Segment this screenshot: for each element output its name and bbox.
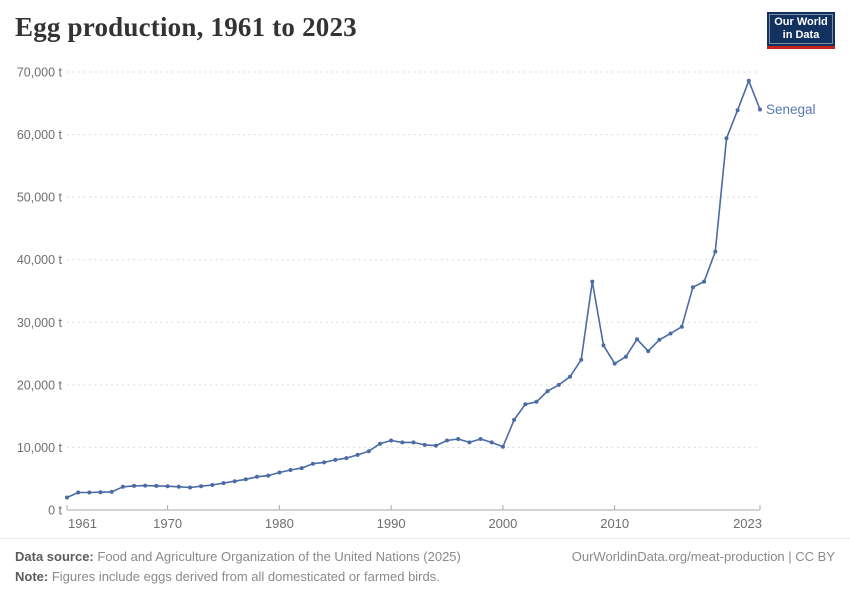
data-point[interactable] <box>411 440 416 445</box>
data-point[interactable] <box>154 483 159 488</box>
x-tick-label: 2010 <box>600 516 629 531</box>
data-point[interactable] <box>512 417 517 422</box>
data-point[interactable] <box>668 331 673 336</box>
data-point[interactable] <box>568 374 572 379</box>
data-point[interactable] <box>679 324 684 329</box>
data-point[interactable] <box>378 441 382 446</box>
data-point[interactable] <box>355 452 360 457</box>
y-tick-label: 20,000 t <box>17 378 63 392</box>
owid-logo-text: Our World in Data <box>769 14 833 44</box>
y-tick-label: 0 t <box>48 504 62 518</box>
data-point[interactable] <box>579 357 584 362</box>
owid-logo-line2: in Data <box>782 29 820 41</box>
y-tick-label: 10,000 t <box>17 441 63 455</box>
data-point[interactable] <box>165 484 170 489</box>
data-point[interactable] <box>210 483 215 487</box>
data-point[interactable] <box>724 136 729 141</box>
data-point[interactable] <box>232 479 237 484</box>
data-point[interactable] <box>266 473 271 478</box>
data-point[interactable] <box>534 399 539 404</box>
data-point[interactable] <box>366 449 371 454</box>
data-source-value: Food and Agriculture Organization of the… <box>97 549 461 564</box>
data-point[interactable] <box>310 461 315 466</box>
data-point[interactable] <box>556 382 561 387</box>
data-point[interactable] <box>422 442 427 447</box>
data-point[interactable] <box>143 483 148 488</box>
data-point[interactable] <box>500 444 505 449</box>
data-point[interactable] <box>389 438 394 443</box>
x-tick-label: 1961 <box>68 516 97 531</box>
data-point[interactable] <box>322 460 327 465</box>
data-point[interactable] <box>478 437 483 441</box>
data-point[interactable] <box>87 490 92 495</box>
data-point[interactable] <box>344 456 349 461</box>
data-point[interactable] <box>221 481 226 486</box>
data-point[interactable] <box>746 78 751 83</box>
data-point[interactable] <box>243 477 248 482</box>
data-source-label: Data source: <box>15 549 94 564</box>
data-point[interactable] <box>277 470 282 475</box>
y-tick-label: 60,000 t <box>17 128 63 142</box>
page-title: Egg production, 1961 to 2023 <box>15 12 357 42</box>
y-tick-label: 30,000 t <box>17 316 63 330</box>
data-point[interactable] <box>735 108 740 113</box>
x-tick-label: 2023 <box>733 516 762 531</box>
data-point[interactable] <box>333 457 338 462</box>
note-value: Figures include eggs derived from all do… <box>51 569 440 584</box>
data-point[interactable] <box>98 490 103 495</box>
data-point[interactable] <box>646 349 651 354</box>
chart-footer: Data source: Food and Agriculture Organi… <box>0 538 850 600</box>
data-point[interactable] <box>758 107 762 112</box>
note-text: Note: Figures include eggs derived from … <box>15 569 835 584</box>
data-point[interactable] <box>523 402 528 407</box>
data-point[interactable] <box>456 437 461 441</box>
x-tick-label: 1980 <box>265 516 294 531</box>
owid-logo-line1: Our World <box>774 16 828 28</box>
owid-logo[interactable]: Our World in Data <box>767 12 835 49</box>
entity-label[interactable]: Senegal <box>766 102 816 117</box>
data-point[interactable] <box>690 285 695 290</box>
data-source-text: Data source: Food and Agriculture Organi… <box>15 549 461 564</box>
data-point[interactable] <box>601 343 606 348</box>
data-point[interactable] <box>188 485 192 490</box>
data-point[interactable] <box>545 389 550 394</box>
data-point[interactable] <box>657 337 662 342</box>
data-point[interactable] <box>590 279 595 284</box>
data-point[interactable] <box>702 279 707 284</box>
x-tick-label: 1990 <box>377 516 406 531</box>
data-point[interactable] <box>433 443 438 448</box>
data-point[interactable] <box>109 489 114 494</box>
series-line[interactable] <box>66 80 761 499</box>
data-point[interactable] <box>65 495 69 500</box>
x-tick-label: 2000 <box>488 516 517 531</box>
data-point[interactable] <box>612 361 617 366</box>
data-point[interactable] <box>445 438 449 443</box>
data-point[interactable] <box>199 484 204 489</box>
data-point[interactable] <box>288 468 293 472</box>
data-point[interactable] <box>467 440 472 445</box>
x-tick-label: 1970 <box>153 516 182 531</box>
data-point[interactable] <box>76 490 81 495</box>
y-tick-label: 70,000 t <box>17 66 63 80</box>
data-point[interactable] <box>635 337 639 342</box>
data-point[interactable] <box>623 354 628 359</box>
data-point[interactable] <box>489 440 494 445</box>
data-point[interactable] <box>120 484 125 489</box>
data-point[interactable] <box>176 484 181 489</box>
y-tick-label: 50,000 t <box>17 191 63 205</box>
y-tick-label: 40,000 t <box>17 253 63 267</box>
data-point[interactable] <box>713 249 718 254</box>
note-label: Note: <box>15 569 49 584</box>
attribution-link[interactable]: OurWorldinData.org/meat-production | CC … <box>571 549 835 564</box>
line-chart: 0 t 10,000 t 20,000 t 30,000 t 40,000 t 50,00… <box>17 66 816 532</box>
data-point[interactable] <box>400 440 405 445</box>
data-point[interactable] <box>255 474 259 479</box>
data-point[interactable] <box>132 483 137 488</box>
data-point[interactable] <box>299 466 304 471</box>
